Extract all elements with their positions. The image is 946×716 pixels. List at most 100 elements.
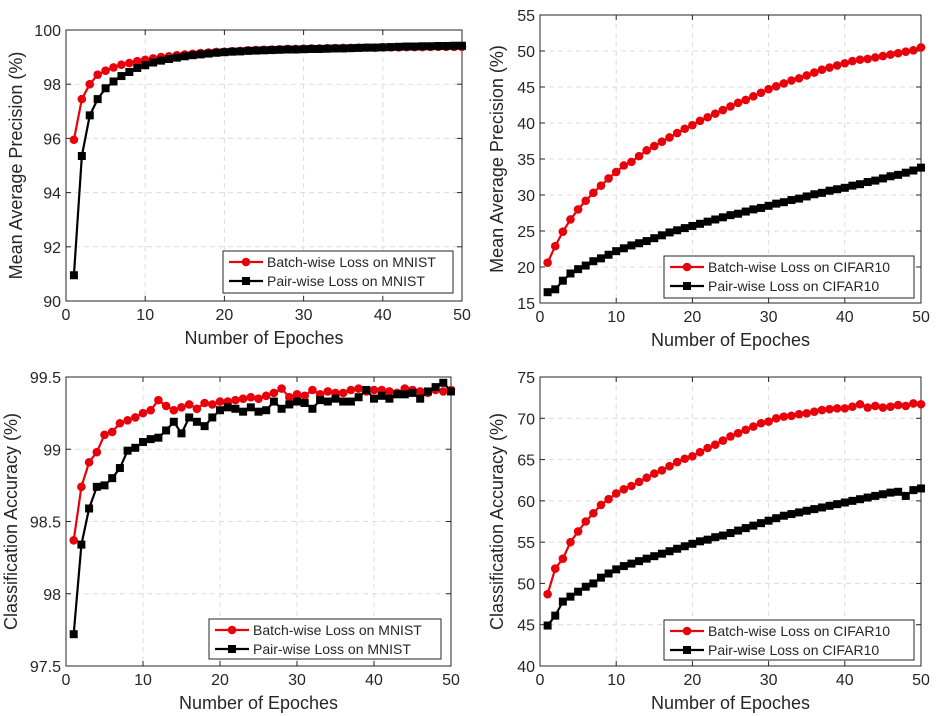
axes-box [65, 29, 463, 302]
series-1 [543, 399, 926, 599]
y-tick-label: 30 [517, 188, 535, 205]
y-tick-label: 55 [517, 8, 535, 25]
series-2 [543, 484, 925, 630]
data-point [787, 411, 796, 421]
data-point [741, 524, 750, 533]
data-point [581, 261, 590, 270]
data-point [439, 378, 448, 387]
legend: Batch-wise Loss on CIFAR10 Pair-wise Loss… [663, 255, 915, 299]
data-point [369, 385, 379, 395]
data-point [756, 203, 765, 212]
data-point [93, 95, 102, 104]
data-point [238, 394, 248, 403]
data-point [550, 241, 560, 251]
data-point [551, 285, 560, 294]
data-point [878, 51, 888, 61]
data-point [408, 388, 417, 397]
data-point [787, 196, 796, 205]
data-point [370, 394, 378, 403]
data-point [886, 172, 895, 181]
data-point [543, 621, 552, 630]
data-point [749, 521, 758, 530]
data-point [741, 207, 750, 216]
data-point [92, 447, 102, 457]
data-point [893, 48, 903, 58]
data-point [878, 174, 887, 183]
data-point [665, 228, 674, 237]
data-point [581, 196, 591, 206]
data-point [402, 42, 411, 51]
data-point [442, 41, 451, 50]
y-axis-label: Classification Accuracy (%) [487, 413, 507, 630]
data-point [901, 47, 911, 57]
x-tick-label: 0 [536, 309, 545, 326]
data-point [262, 406, 271, 415]
data-point [299, 45, 308, 54]
y-tick-label: 98 [43, 587, 61, 604]
data-point [410, 42, 419, 51]
data-point [123, 446, 132, 455]
data-point [810, 407, 819, 416]
legend-marker [227, 625, 237, 635]
data-point [635, 239, 644, 248]
x-tick-label: 30 [295, 307, 313, 324]
data-point [665, 133, 674, 142]
data-point [177, 403, 186, 412]
y-axis-label: Classification Accuracy (%) [1, 413, 21, 630]
y-tick-label: 65 [517, 453, 535, 470]
data-point [393, 390, 402, 399]
data-point [612, 247, 621, 256]
data-point [418, 42, 427, 51]
data-point [267, 46, 276, 55]
data-point [323, 44, 332, 53]
data-point [315, 44, 324, 53]
legend-label: Pair-wise Loss on CIFAR10 [708, 642, 879, 658]
data-point [619, 161, 629, 170]
data-point [573, 527, 583, 536]
data-point [431, 383, 440, 392]
data-point [331, 394, 340, 403]
data-point [439, 387, 448, 396]
data-point [673, 226, 682, 235]
data-point [779, 79, 789, 88]
data-point [909, 399, 918, 408]
data-point [69, 535, 78, 545]
data-point [734, 209, 743, 218]
data-point [726, 211, 735, 220]
data-point [650, 234, 659, 243]
data-point [69, 135, 79, 145]
data-point [566, 269, 575, 278]
data-point [680, 542, 689, 551]
data-point [566, 592, 575, 601]
y-tick-label: 92 [43, 240, 61, 257]
data-point [269, 397, 278, 406]
data-point [795, 508, 804, 517]
data-point [101, 84, 110, 93]
data-point [146, 405, 155, 415]
legend-marker [682, 262, 692, 272]
data-point [277, 404, 286, 413]
data-point [764, 84, 773, 94]
data-point [665, 461, 674, 471]
x-tick-label: 10 [134, 672, 152, 689]
data-point [627, 157, 636, 167]
data-point [627, 559, 636, 568]
data-point [157, 56, 166, 65]
data-point [771, 413, 781, 423]
y-tick-label: 90 [43, 294, 61, 311]
legend-marker [683, 282, 691, 290]
y-tick-label: 25 [517, 224, 535, 241]
data-point [642, 146, 651, 155]
data-point [779, 412, 789, 421]
y-axis-label: Mean Average Precision (%) [6, 52, 26, 280]
data-point [855, 55, 865, 64]
x-tick-label: 10 [136, 307, 154, 324]
data-point [596, 573, 605, 582]
x-tick-label: 30 [760, 309, 778, 326]
data-point [650, 552, 659, 561]
data-point [756, 519, 765, 528]
data-point [894, 170, 903, 179]
data-point [619, 244, 628, 253]
data-point [756, 88, 766, 98]
data-point [216, 406, 224, 415]
